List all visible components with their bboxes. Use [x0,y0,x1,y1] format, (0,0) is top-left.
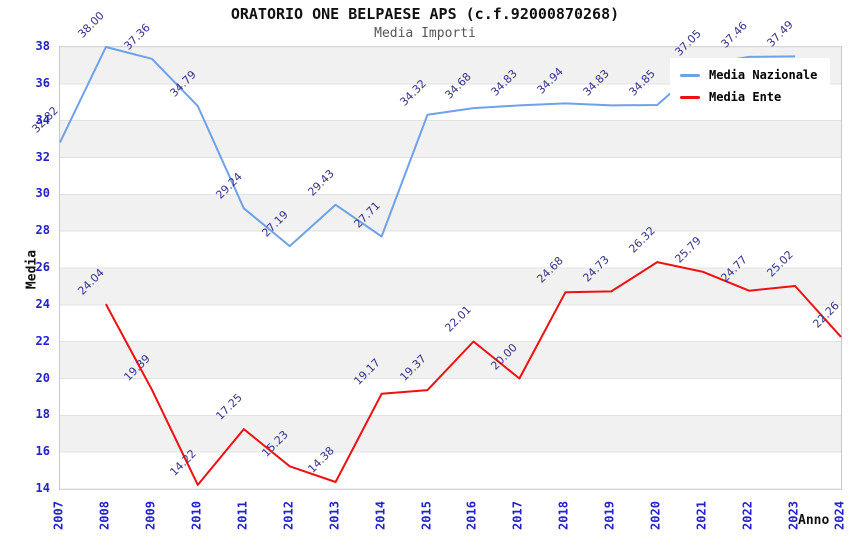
chart-subtitle: Media Importi [374,26,476,41]
x-tick-label: 2007 [51,501,66,530]
x-tick-label: 2018 [556,501,571,530]
x-tick-label: 2015 [419,501,434,530]
legend-label-ente: Media Ente [709,90,782,104]
x-axis-title: Anno [798,513,830,528]
y-tick-label: 16 [35,444,50,459]
legend-label-nazionale: Media Nazionale [709,68,818,82]
x-tick-label: 2020 [648,501,663,530]
y-tick-label: 14 [35,481,50,495]
y-tick-label: 28 [35,223,50,238]
y-tick-label: 38 [35,39,50,53]
x-tick-label: 2009 [143,501,158,530]
y-tick-label: 32 [35,149,50,164]
nazionale-line-swatch-icon [680,73,700,77]
y-tick-label: 26 [35,260,50,274]
x-tick-label: 2016 [464,501,479,530]
y-tick-label: 30 [35,186,50,201]
y-tick-label: 24 [35,296,50,311]
y-tick-label: 20 [35,370,50,385]
plot-band [60,194,841,232]
y-axis: 14 16 18 20 22 24 26 28 30 32 34 36 38 [0,39,54,495]
x-tick-label: 2021 [694,501,709,530]
x-tick-label: 2011 [235,501,250,530]
ente-line-swatch-icon [680,95,700,99]
series-line-ente [105,261,842,486]
legend-item-nazionale: Media Nazionale [680,64,822,86]
plot-band [60,341,841,379]
plot-area: 32.82 38.00 37.36 34.79 29.24 27.19 29.43 27.71… [29,9,842,490]
x-tick-label: 2010 [189,501,204,530]
x-tick-label: 2019 [602,501,617,530]
plot-band [60,120,841,158]
x-tick-label: 2024 [832,501,847,530]
x-tick-label: 2022 [740,501,755,530]
y-tick-label: 36 [35,75,50,90]
plot-band [60,415,841,453]
y-tick-label: 22 [35,333,50,348]
y-axis-title: Media [24,249,40,290]
x-tick-label: 2014 [373,501,388,530]
x-axis: 2007 2008 2009 2010 2011 2012 2013 2014 2015 2016… [52,488,847,550]
chart-title: ORATORIO ONE BELPAESE APS (c.f.920008702… [230,5,620,23]
x-tick-label: 2012 [281,501,296,530]
legend: Media Nazionale Media Ente [670,58,830,116]
x-tick-label: 2017 [510,501,525,530]
x-tick-label: 2013 [327,501,342,530]
legend-item-ente: Media Ente [680,86,822,108]
y-tick-label: 34 [35,112,50,127]
x-tick-label: 2008 [97,501,112,530]
y-tick-label: 18 [35,407,50,422]
